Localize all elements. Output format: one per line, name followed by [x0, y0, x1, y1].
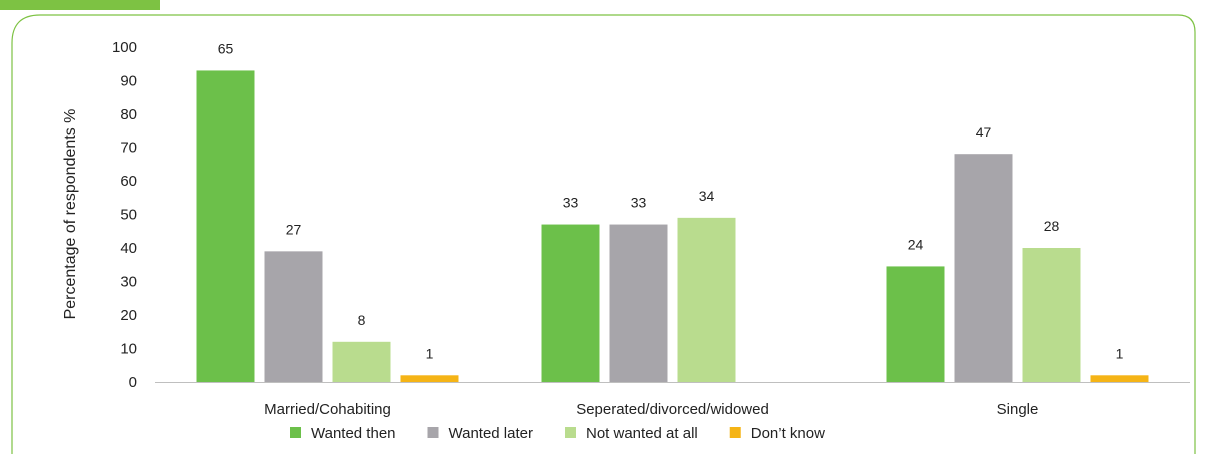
y-tick-label: 40: [120, 240, 137, 257]
bar-value-label: 1: [1116, 345, 1124, 361]
y-tick-label: 20: [120, 307, 137, 324]
legend-item: Wanted later: [428, 425, 534, 442]
bar: [955, 154, 1013, 382]
x-category-label: Seperated/divorced/widowed: [576, 401, 769, 418]
bar-value-label: 1: [426, 345, 434, 361]
bar-value-label: 24: [908, 236, 924, 252]
legend: Wanted then Wanted later Not wanted at all…: [290, 425, 825, 442]
x-category-label: Single: [997, 401, 1039, 418]
bar-value-label: 34: [699, 188, 715, 204]
bar-value-label: 28: [1044, 218, 1060, 234]
y-tick-label: 30: [120, 274, 137, 291]
y-axis-title: Percentage of respondents %: [62, 109, 79, 320]
bar: [887, 266, 945, 382]
y-tick-label: 0: [129, 374, 137, 391]
legend-item: Don’t know: [730, 425, 825, 442]
bar: [333, 342, 391, 382]
legend-swatch: [290, 427, 301, 438]
bar-value-label: 8: [358, 312, 366, 328]
legend-item: Not wanted at all: [565, 425, 698, 442]
y-tick-label: 100: [112, 39, 137, 56]
y-tick-label: 90: [120, 73, 137, 90]
y-axis-ticks: 0 10 20 30 40 50 60 70 80 90 100: [112, 39, 137, 391]
y-tick-label: 10: [120, 341, 137, 358]
bar: [542, 225, 600, 382]
x-axis-category-labels: Married/Cohabiting Seperated/divorced/wid…: [264, 401, 1038, 418]
bar: [678, 218, 736, 382]
bar-value-label: 33: [631, 195, 647, 211]
bar: [1091, 375, 1149, 382]
legend-label: Wanted later: [449, 425, 534, 442]
bar-value-label: 33: [563, 195, 579, 211]
y-tick-label: 70: [120, 140, 137, 157]
legend-item: Wanted then: [290, 425, 396, 442]
bars: [197, 70, 1149, 382]
bar: [265, 251, 323, 382]
bar: [197, 70, 255, 382]
legend-label: Don’t know: [751, 425, 825, 442]
y-tick-label: 80: [120, 106, 137, 123]
bar: [1023, 248, 1081, 382]
legend-swatch: [565, 427, 576, 438]
x-category-label: Married/Cohabiting: [264, 401, 391, 418]
bar-value-label: 27: [286, 221, 302, 237]
bar-value-label: 47: [976, 124, 992, 140]
legend-label: Wanted then: [311, 425, 396, 442]
legend-swatch: [730, 427, 741, 438]
bar: [610, 225, 668, 382]
y-tick-label: 60: [120, 173, 137, 190]
bar-value-label: 65: [218, 40, 234, 56]
legend-swatch: [428, 427, 439, 438]
y-tick-label: 50: [120, 207, 137, 224]
legend-label: Not wanted at all: [586, 425, 698, 442]
bar: [401, 375, 459, 382]
